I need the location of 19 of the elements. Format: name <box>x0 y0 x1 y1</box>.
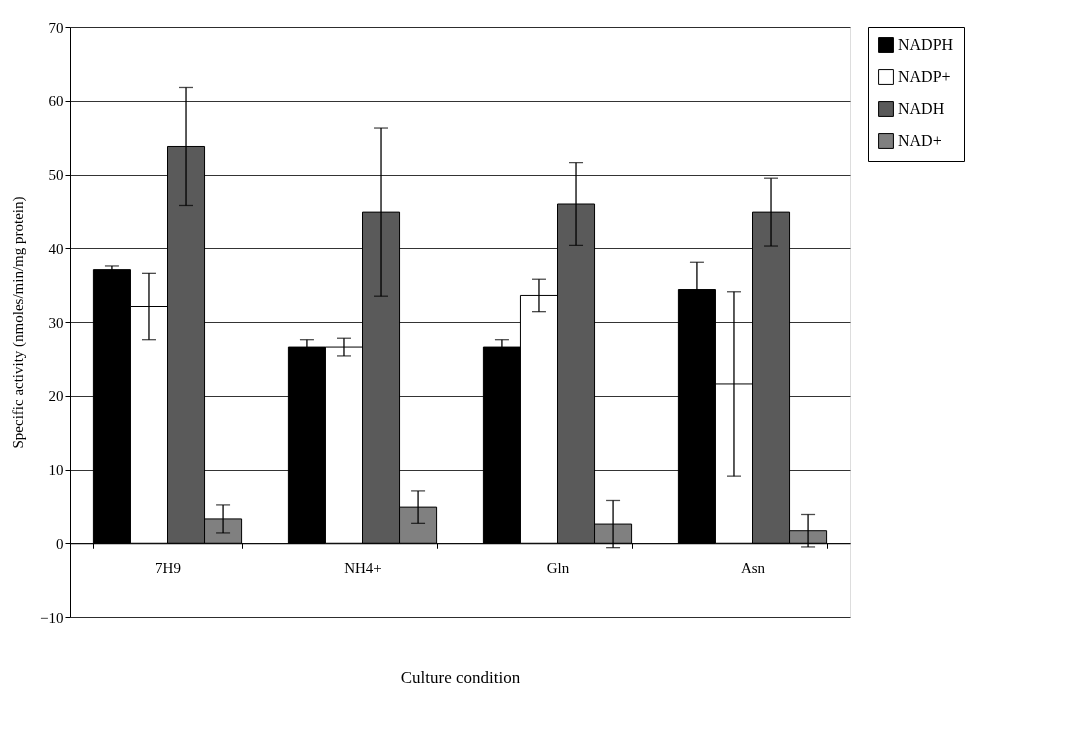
legend-label: NADPH <box>898 36 954 53</box>
x-tick-label: 7H9 <box>155 559 181 576</box>
y-tick-label: 40 <box>48 240 64 257</box>
y-tick-label: 50 <box>48 167 64 183</box>
x-tick-label: Gln <box>546 559 570 576</box>
y-tick-label: 70 <box>48 19 64 36</box>
y-tick-label: −10 <box>40 609 64 626</box>
y-tick-label: 30 <box>48 314 64 331</box>
y-tick-label: 20 <box>48 388 64 405</box>
y-tick-label: 60 <box>48 93 64 110</box>
y-tick-label: 0 <box>56 535 64 552</box>
legend-label: NAD+ <box>898 132 942 149</box>
legend-label: NADP+ <box>898 68 951 85</box>
y-axis-title: Specific activity (nmoles/min/mg protein) <box>10 196 28 449</box>
x-axis-title: Culture condition <box>400 667 521 687</box>
x-tick-label: NH4+ <box>344 559 382 576</box>
legend-label: NADH <box>898 100 945 117</box>
y-tick-label: 10 <box>48 462 64 478</box>
x-tick-label: Asn <box>740 559 766 576</box>
